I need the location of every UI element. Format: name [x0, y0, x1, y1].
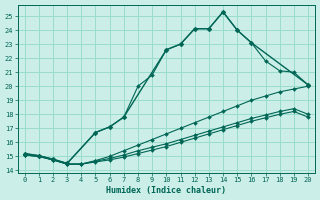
- X-axis label: Humidex (Indice chaleur): Humidex (Indice chaleur): [106, 186, 226, 195]
